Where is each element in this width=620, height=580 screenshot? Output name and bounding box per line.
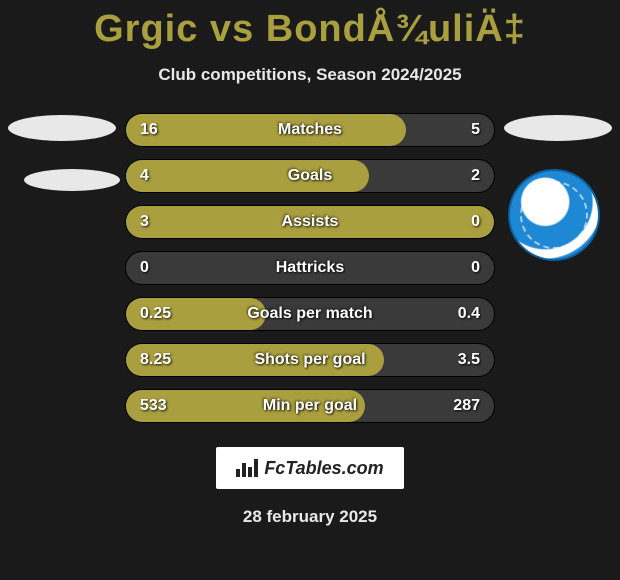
stat-value-right: 0.4 [458,298,480,330]
date-label: 28 february 2025 [0,507,620,527]
subtitle: Club competitions, Season 2024/2025 [0,65,620,85]
stat-value-right: 0 [471,252,480,284]
stat-row: 8.25Shots per goal3.5 [125,343,495,377]
stat-bars: 16Matches54Goals23Assists00Hattricks00.2… [125,113,495,423]
right-player-badge-1 [504,115,612,141]
stat-label: Shots per goal [126,344,494,376]
left-player-badge-2 [24,169,120,191]
stat-value-right: 5 [471,114,480,146]
stat-row: 533Min per goal287 [125,389,495,423]
stat-label: Min per goal [126,390,494,422]
stat-label: Goals per match [126,298,494,330]
right-club-logo [508,169,600,261]
stat-row: 3Assists0 [125,205,495,239]
stat-label: Matches [126,114,494,146]
stat-label: Hattricks [126,252,494,284]
bar-chart-icon [236,459,258,477]
stat-value-right: 287 [453,390,480,422]
stat-value-right: 0 [471,206,480,238]
stat-row: 0Hattricks0 [125,251,495,285]
page-title: Grgic vs BondÅ¾uliÄ‡ [0,0,620,51]
stat-label: Goals [126,160,494,192]
stat-value-right: 2 [471,160,480,192]
fctables-watermark: FcTables.com [216,447,404,489]
stat-label: Assists [126,206,494,238]
left-player-badge-1 [8,115,116,141]
stat-value-right: 3.5 [458,344,480,376]
comparison-area: 16Matches54Goals23Assists00Hattricks00.2… [0,113,620,423]
fctables-label: FcTables.com [264,458,383,479]
stat-row: 4Goals2 [125,159,495,193]
stat-row: 16Matches5 [125,113,495,147]
stat-row: 0.25Goals per match0.4 [125,297,495,331]
